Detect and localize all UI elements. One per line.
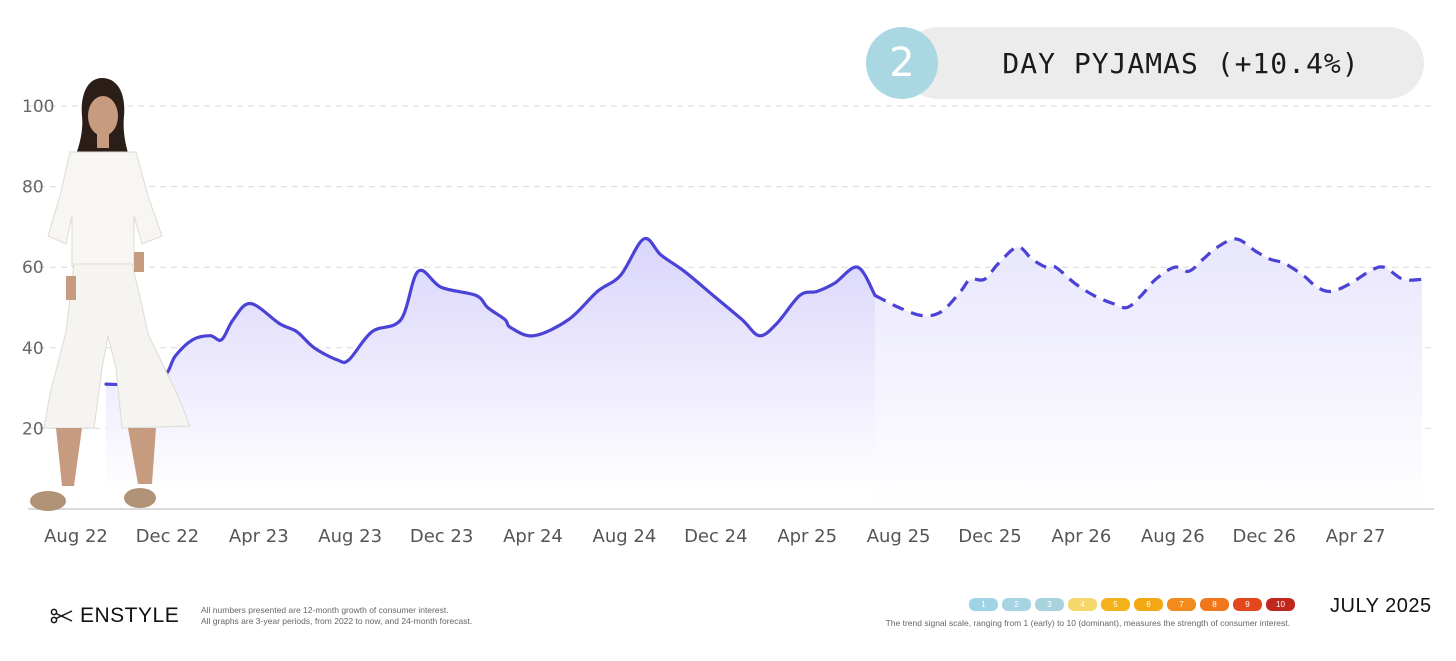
x-tick-label: Dec 22 <box>136 526 199 547</box>
area-fill-actual <box>76 238 875 491</box>
series-line-forecast <box>874 237 1423 318</box>
rank-number: 2 <box>866 27 938 99</box>
scale-chip: 2 <box>1002 598 1031 611</box>
scale-chip: 7 <box>1167 598 1196 611</box>
x-tick-label: Dec 25 <box>958 526 1021 547</box>
scale-caption: The trend signal scale, ranging from 1 (… <box>885 618 1290 628</box>
report-date: JULY 2025 <box>1330 595 1432 617</box>
scale-chip: 8 <box>1200 598 1229 611</box>
trend-signal-scale: 1 2 3 4 5 6 7 8 9 10 <box>969 598 1295 611</box>
y-tick-label: 60 <box>22 258 44 278</box>
scale-chip: 10 <box>1266 598 1295 611</box>
series-line-actual <box>104 236 877 387</box>
x-tick-label: Aug 24 <box>593 526 657 547</box>
x-tick-label: Apr 26 <box>1052 526 1112 547</box>
x-tick-label: Aug 22 <box>44 526 108 547</box>
footer-note-1: All numbers presented are 12-month growt… <box>201 605 449 615</box>
scale-chip: 4 <box>1068 598 1097 611</box>
x-tick-label: Aug 26 <box>1141 526 1205 547</box>
x-tick-label: Apr 24 <box>503 526 563 547</box>
x-tick-label: Aug 23 <box>318 526 382 547</box>
scale-chip: 9 <box>1233 598 1262 611</box>
x-tick-label: Aug 25 <box>867 526 931 547</box>
y-tick-label: 40 <box>22 339 44 359</box>
footer-notes: All numbers presented are 12-month growt… <box>201 605 472 627</box>
scale-chip: 3 <box>1035 598 1064 611</box>
scale-chip: 5 <box>1101 598 1130 611</box>
y-tick-label: 20 <box>22 419 44 439</box>
scale-chip: 1 <box>969 598 998 611</box>
rank-badge: 2 DAY PYJAMAS (+10.4%) <box>866 27 1424 99</box>
scissors-icon <box>50 608 73 624</box>
x-tick-label: Apr 25 <box>777 526 837 547</box>
y-tick-label: 100 <box>22 97 54 117</box>
x-tick-label: Dec 26 <box>1232 526 1295 547</box>
x-tick-label: Dec 24 <box>684 526 747 547</box>
y-tick-label: 80 <box>22 178 44 198</box>
x-tick-label: Apr 23 <box>229 526 289 547</box>
enstyle-logo: ENSTYLE <box>50 604 179 628</box>
x-tick-label: Apr 27 <box>1326 526 1386 547</box>
model-illustration <box>30 78 191 511</box>
x-tick-label: Dec 23 <box>410 526 473 547</box>
area-fill-forecast <box>875 238 1422 506</box>
footer-note-2: All graphs are 3-year periods, from 2022… <box>201 616 473 626</box>
badge-pill <box>902 27 1424 99</box>
logo-text: ENSTYLE <box>80 604 180 627</box>
scale-chip: 6 <box>1134 598 1163 611</box>
trend-title: DAY PYJAMAS (+10.4%) <box>1002 46 1360 80</box>
